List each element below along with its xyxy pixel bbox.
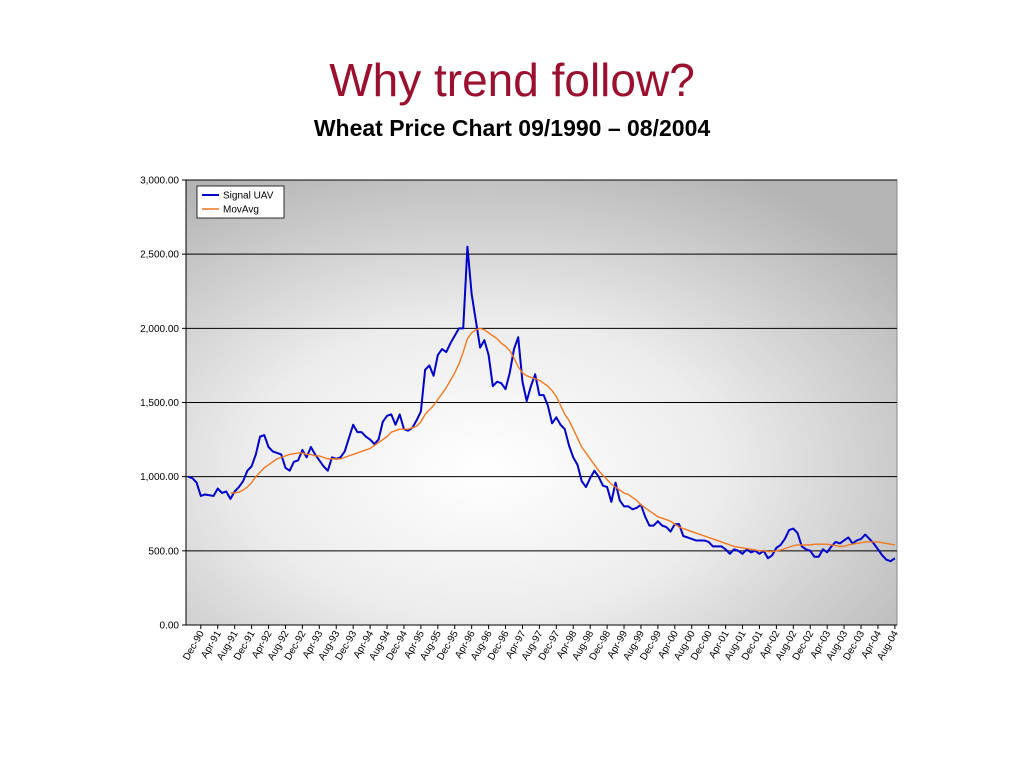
chart-subtitle: Wheat Price Chart 09/1990 – 08/2004: [314, 115, 711, 141]
series-line: [187, 245, 896, 563]
legend-box: [196, 185, 285, 219]
y-tick-label: 3,000.00: [140, 176, 179, 187]
legend-label: Signal UAV: [223, 191, 274, 202]
y-tick-label: 0.00: [160, 621, 180, 632]
y-tick-label: 1,000.00: [140, 472, 179, 483]
y-tick-label: 1,500.00: [140, 398, 179, 409]
y-tick-label: 500.00: [148, 546, 179, 557]
y-tick-label: 2,500.00: [140, 250, 179, 261]
y-tick-label: 2,000.00: [140, 324, 179, 335]
legend-label: MovAvg: [223, 205, 259, 216]
series-line: [230, 327, 896, 553]
slide-title: Why trend follow?: [329, 54, 695, 106]
